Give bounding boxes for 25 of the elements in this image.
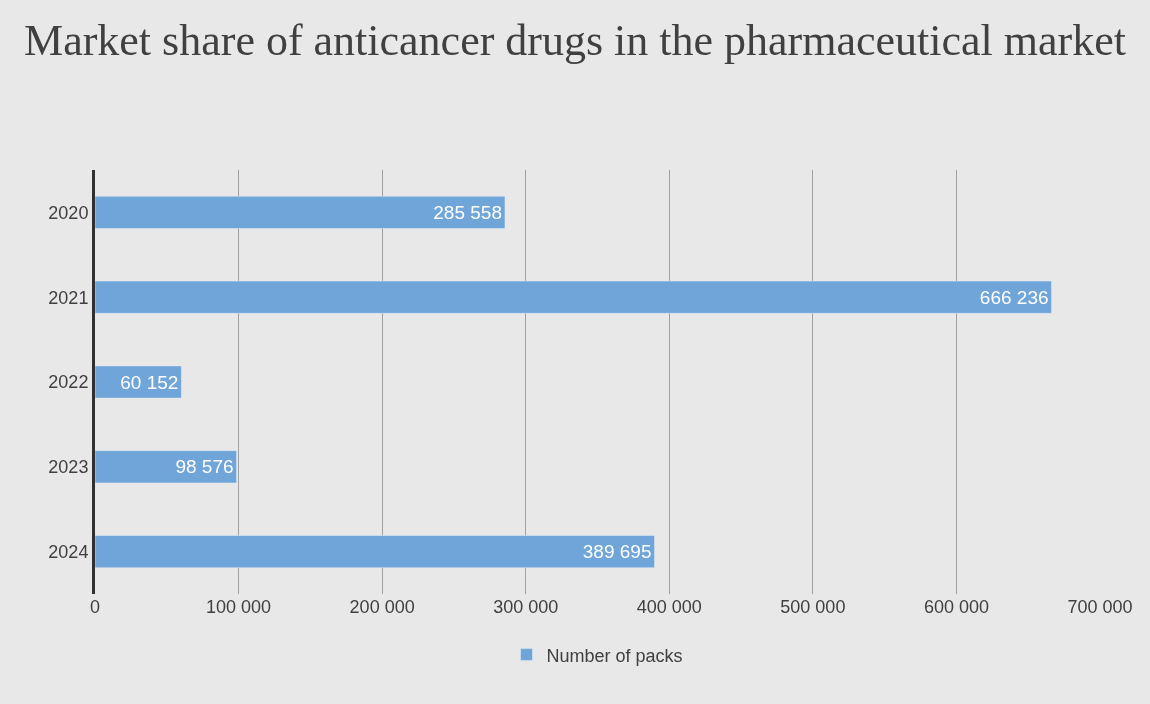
legend-label: Number of packs [546,645,683,666]
y-tick-label: 2022 [48,372,89,393]
bar [95,365,182,399]
x-tick-label: 100 000 [206,597,272,617]
data-label: 666 236 [979,286,1049,308]
data-label: 60 152 [120,371,179,393]
x-tick-label: 0 [89,597,101,617]
x-tick-label: 200 000 [349,597,415,617]
data-label: 389 695 [582,541,652,563]
x-tick-label: 700 000 [1067,597,1133,617]
bar [95,196,506,229]
bar [95,280,1052,314]
y-tick-label: 2023 [48,457,89,478]
bar [95,535,655,568]
x-tick-label: 300 000 [493,597,559,617]
y-tick-label: 2024 [48,541,89,562]
chart-title: Market share of anticancer drugs in the pharmaceutical market [24,16,1126,66]
data-label: 98 576 [175,456,234,478]
y-tick-label: 2020 [48,202,89,223]
x-tick-label: 500 000 [780,597,846,617]
bar [95,450,237,484]
x-tick-label: 400 000 [636,597,702,617]
y-tick-label: 2021 [48,287,89,308]
data-label: 285 558 [433,201,502,223]
x-tick-label: 600 000 [923,597,989,617]
